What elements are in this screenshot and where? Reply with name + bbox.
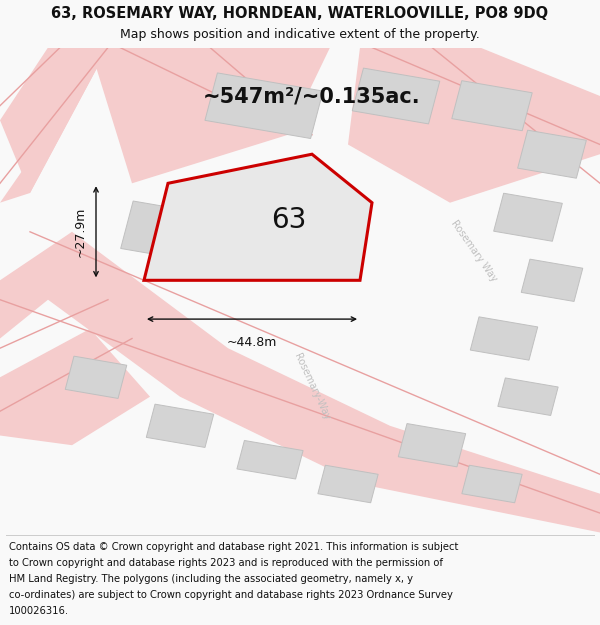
Text: ~44.8m: ~44.8m [227, 336, 277, 349]
Text: HM Land Registry. The polygons (including the associated geometry, namely x, y: HM Land Registry. The polygons (includin… [9, 574, 413, 584]
Polygon shape [318, 465, 378, 503]
Text: Contains OS data © Crown copyright and database right 2021. This information is : Contains OS data © Crown copyright and d… [9, 542, 458, 552]
Polygon shape [494, 193, 562, 241]
Text: Rosemary Way: Rosemary Way [449, 219, 499, 284]
Text: 63, ROSEMARY WAY, HORNDEAN, WATERLOOVILLE, PO8 9DQ: 63, ROSEMARY WAY, HORNDEAN, WATERLOOVILL… [52, 6, 548, 21]
Polygon shape [0, 48, 108, 202]
Polygon shape [65, 356, 127, 399]
Text: Map shows position and indicative extent of the property.: Map shows position and indicative extent… [120, 28, 480, 41]
Polygon shape [398, 424, 466, 467]
Polygon shape [470, 317, 538, 360]
Text: 63: 63 [272, 206, 307, 234]
Polygon shape [352, 68, 440, 124]
Polygon shape [462, 465, 522, 503]
Polygon shape [0, 329, 150, 445]
Polygon shape [144, 154, 372, 280]
Polygon shape [518, 130, 586, 178]
Polygon shape [452, 81, 532, 131]
Polygon shape [146, 404, 214, 448]
Polygon shape [90, 48, 330, 183]
Text: to Crown copyright and database rights 2023 and is reproduced with the permissio: to Crown copyright and database rights 2… [9, 558, 443, 568]
Text: ~547m²/~0.135ac.: ~547m²/~0.135ac. [203, 86, 421, 106]
Polygon shape [521, 259, 583, 301]
Text: 100026316.: 100026316. [9, 606, 69, 616]
Polygon shape [121, 201, 215, 262]
Polygon shape [348, 48, 600, 202]
Polygon shape [498, 378, 558, 416]
Polygon shape [0, 48, 108, 193]
Polygon shape [237, 441, 303, 479]
Text: Rosemary-Way: Rosemary-Way [292, 352, 332, 422]
Polygon shape [0, 232, 600, 532]
Polygon shape [205, 73, 323, 139]
Text: ~27.9m: ~27.9m [74, 207, 87, 257]
Text: co-ordinates) are subject to Crown copyright and database rights 2023 Ordnance S: co-ordinates) are subject to Crown copyr… [9, 590, 453, 600]
